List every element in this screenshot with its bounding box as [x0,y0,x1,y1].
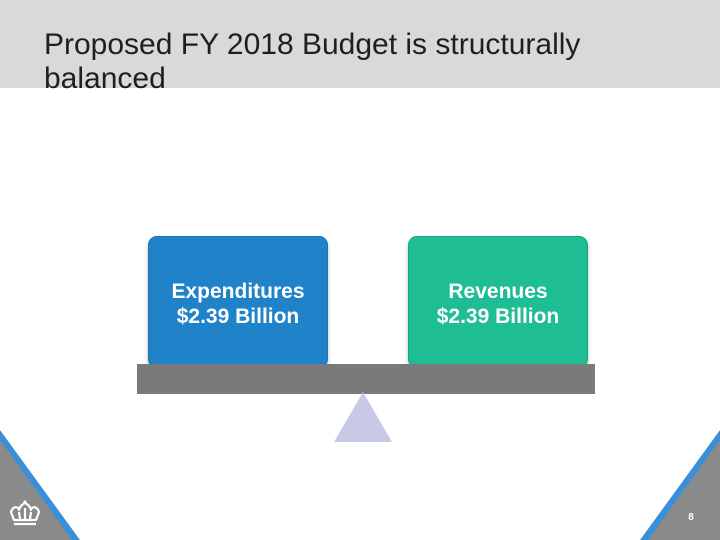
fulcrum-triangle [334,392,392,442]
revenues-label: Revenues [448,280,548,303]
bottom-right-fill [648,440,720,540]
revenues-box: Revenues $2.39 Billion [408,236,588,368]
balance-beam [137,364,595,394]
title-band [0,0,720,88]
revenues-amount: $2.39 Billion [436,305,560,328]
slide-title: Proposed FY 2018 Budget is structurally … [44,28,581,95]
expenditures-amount: $2.39 Billion [176,305,300,328]
bottom-right-accent [640,430,720,540]
slide-number: 8 [688,512,694,523]
expenditures-box: Expenditures $2.39 Billion [148,236,328,368]
expenditures-label: Expenditures [171,280,305,303]
crown-icon [9,500,41,526]
